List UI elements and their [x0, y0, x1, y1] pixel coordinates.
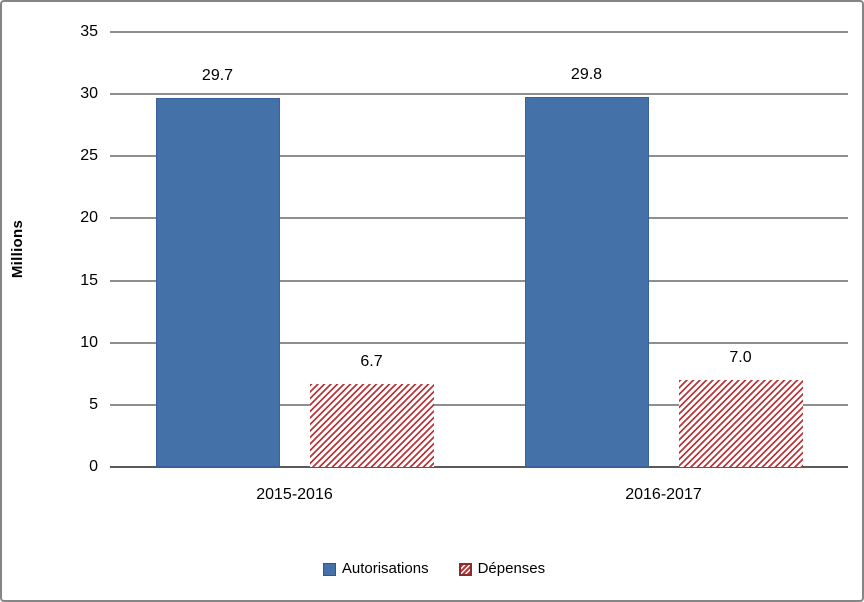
gridline: [110, 93, 848, 96]
legend: Autorisations Dépenses: [2, 560, 862, 578]
depenses-swatch-icon: [458, 562, 472, 576]
data-label: 29.8: [570, 65, 603, 83]
legend-label-autorisations: Autorisations: [341, 560, 429, 577]
gridline: [110, 341, 848, 344]
y-tick-label: 35: [80, 23, 98, 40]
legend-label-depenses: Dépenses: [477, 560, 546, 577]
y-tick-label: 20: [80, 209, 98, 227]
y-tick-label: 15: [80, 271, 98, 289]
gridline: [110, 31, 848, 33]
bar-autorisations-2016-2017: [524, 96, 649, 467]
legend-item-autorisations: Autorisations: [322, 560, 429, 578]
gridline: [110, 279, 848, 282]
x-axis-line: [110, 466, 848, 468]
x-tick-label: 2015-2016: [256, 486, 333, 503]
bar-dpenses-2016-2017: [678, 380, 803, 467]
data-label: 29.7: [201, 66, 234, 84]
y-tick-label: 5: [89, 395, 98, 413]
gridline: [110, 155, 848, 158]
data-label: 6.7: [360, 352, 383, 370]
data-label: 7.0: [729, 349, 752, 366]
legend-item-depenses: Dépenses: [458, 560, 546, 578]
x-tick-label: 2016-2017: [625, 486, 702, 503]
autorisations-swatch-icon: [322, 562, 336, 576]
gridline: [110, 403, 848, 406]
y-tick-label: 30: [80, 85, 98, 103]
bar-dpenses-2015-2016: [309, 383, 434, 467]
y-tick-label: 25: [80, 147, 98, 165]
bar-autorisations-2015-2016: [155, 97, 280, 467]
y-tick-label: 10: [80, 333, 98, 351]
gridline: [110, 217, 848, 220]
y-tick-label: 0: [89, 458, 98, 475]
